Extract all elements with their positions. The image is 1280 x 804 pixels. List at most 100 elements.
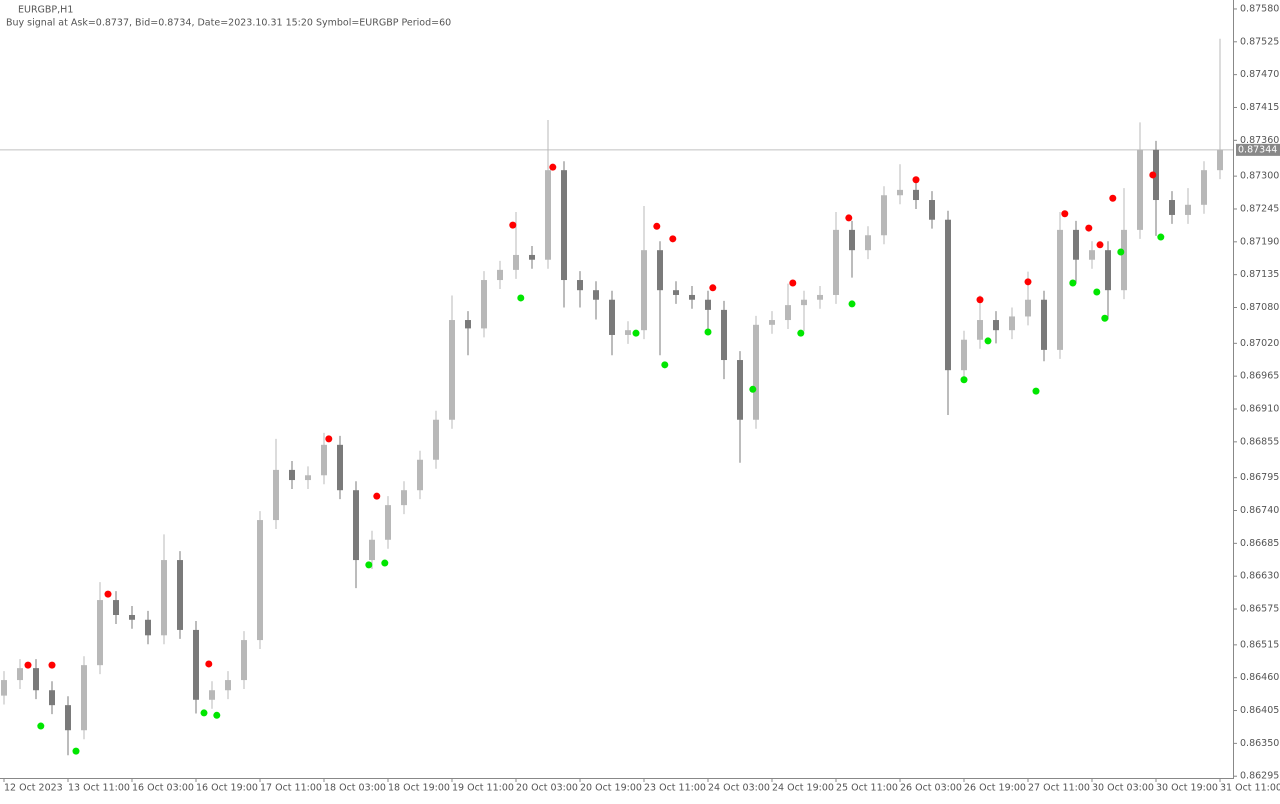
candle-body — [81, 665, 87, 731]
x-tick-label: 27 Oct 11:00 — [1028, 783, 1090, 794]
sell-signal — [205, 660, 213, 668]
bid-tag — [1236, 143, 1280, 156]
candle-body — [561, 170, 567, 281]
x-tick-label: 13 Oct 11:00 — [68, 783, 130, 794]
candle-body — [417, 459, 423, 491]
candle-body — [401, 490, 407, 506]
candle-body — [1121, 229, 1127, 291]
buy-signal — [1117, 248, 1125, 256]
x-tick-label: 19 Oct 11:00 — [452, 783, 514, 794]
x-tick-label: 26 Oct 19:00 — [964, 783, 1026, 794]
candle-body — [241, 640, 247, 681]
candle-body — [705, 299, 711, 310]
buy-signal — [200, 709, 208, 717]
sell-signal — [325, 435, 333, 443]
candle-body — [321, 444, 327, 476]
y-tick-label: 0.86295 — [1240, 771, 1279, 782]
candle-body — [225, 680, 231, 691]
candle-body — [801, 299, 807, 306]
x-tick-label: 24 Oct 19:00 — [772, 783, 834, 794]
y-tick-label: 0.87020 — [1240, 338, 1279, 349]
candle-body — [897, 189, 903, 196]
candle-body — [577, 280, 583, 291]
y-tick-label: 0.86575 — [1240, 604, 1279, 615]
candle-body — [865, 235, 871, 251]
x-tick-label: 23 Oct 11:00 — [644, 783, 706, 794]
candle-body — [385, 505, 391, 540]
sell-signal — [1024, 278, 1032, 286]
y-tick-label: 0.87525 — [1240, 36, 1279, 47]
y-tick-label: 0.86460 — [1240, 672, 1279, 683]
buy-signal — [365, 561, 373, 569]
buy-signal — [517, 294, 525, 302]
x-tick-label: 30 Oct 03:00 — [1092, 783, 1154, 794]
x-tick-label: 18 Oct 03:00 — [324, 783, 386, 794]
x-tick-label: 17 Oct 11:00 — [260, 783, 322, 794]
y-tick-label: 0.86740 — [1240, 505, 1279, 516]
chart-title: EURGBP,H1 — [18, 5, 73, 16]
candle-body — [641, 250, 647, 331]
sell-signal — [709, 284, 717, 292]
candle-body — [353, 490, 359, 561]
candle-body — [177, 560, 183, 630]
candle-body — [513, 254, 519, 270]
y-tick-label: 0.87080 — [1240, 302, 1279, 313]
y-tick-label: 0.87360 — [1240, 135, 1279, 146]
candle-body — [881, 195, 887, 236]
x-tick-label: 16 Oct 03:00 — [132, 783, 194, 794]
candle-body — [497, 269, 503, 281]
buy-signal — [661, 361, 669, 369]
y-tick-label: 0.86855 — [1240, 436, 1279, 447]
y-tick-label: 0.86405 — [1240, 705, 1279, 716]
candle-body — [625, 330, 631, 335]
sell-signal — [48, 661, 56, 669]
buy-signal — [1069, 279, 1077, 287]
sell-signal — [509, 221, 517, 229]
candle-body — [1025, 299, 1031, 317]
buy-signal — [749, 385, 757, 393]
candle-body — [753, 324, 759, 420]
sell-signal — [789, 279, 797, 287]
buy-signal — [1157, 233, 1165, 241]
buy-signal — [381, 559, 389, 567]
buy-signal — [797, 329, 805, 337]
y-tick-label: 0.87415 — [1240, 102, 1279, 113]
chart-subtitle: Buy signal at Ask=0.8737, Bid=0.8734, Da… — [6, 18, 451, 29]
buy-signal — [632, 329, 640, 337]
candle-body — [673, 290, 679, 295]
buy-signal — [984, 337, 992, 345]
candle-body — [65, 705, 71, 731]
sell-signal — [669, 235, 677, 243]
y-tick-label: 0.86350 — [1240, 738, 1279, 749]
x-tick-label: 12 Oct 2023 — [4, 783, 63, 794]
y-tick-label: 0.86685 — [1240, 538, 1279, 549]
buy-signal — [704, 328, 712, 336]
candle-body — [17, 668, 23, 681]
candle-body — [305, 475, 311, 481]
y-tick-label: 0.87470 — [1240, 69, 1279, 80]
sell-signal — [549, 163, 557, 171]
candle-body — [609, 299, 615, 335]
candle-body — [129, 614, 135, 620]
candle-body — [977, 320, 983, 340]
sell-signal — [976, 296, 984, 304]
candle-body — [737, 360, 743, 420]
sell-signal — [24, 661, 32, 669]
candle-body — [449, 320, 455, 420]
candle-body — [657, 250, 663, 291]
x-tick-label: 31 Oct 11:00 — [1220, 783, 1280, 794]
candle-body — [769, 320, 775, 325]
candle-body — [993, 320, 999, 331]
candle-body — [97, 600, 103, 666]
bid-label: 0.87344 — [1238, 144, 1277, 155]
candle-body — [689, 294, 695, 300]
candle-body — [33, 668, 39, 691]
candle-body — [945, 219, 951, 371]
sell-signal — [1061, 210, 1069, 218]
candle-body — [1137, 149, 1143, 230]
sell-signal — [653, 222, 661, 230]
y-tick-label: 0.86630 — [1240, 571, 1279, 582]
candle-body — [833, 229, 839, 295]
